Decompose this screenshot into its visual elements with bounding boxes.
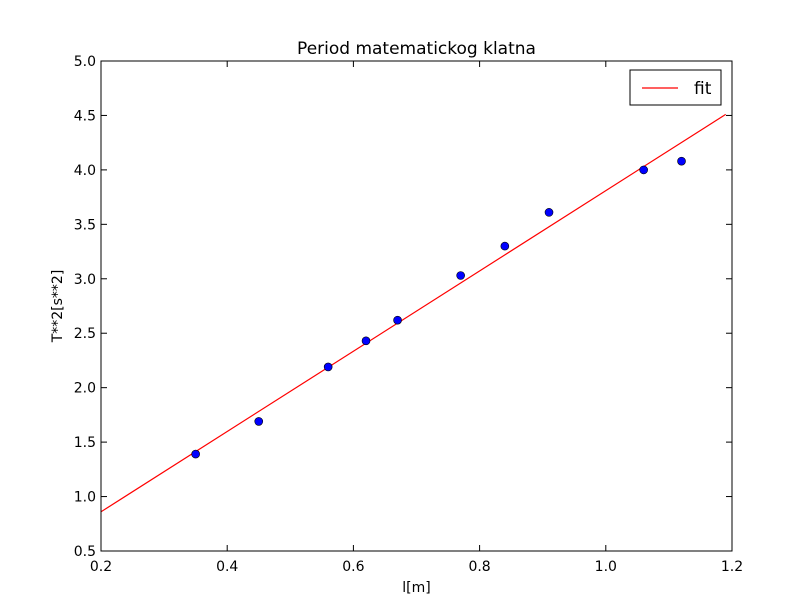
plot-frame xyxy=(100,60,733,552)
y-axis-title: T**2[s**2] xyxy=(50,270,66,344)
y-tick-label: 1.0 xyxy=(74,490,96,506)
y-tick-label: 2.0 xyxy=(74,381,96,397)
chart-title: Period matematickog klatna xyxy=(297,39,536,59)
y-tick-label: 3.5 xyxy=(74,217,96,233)
plot-area xyxy=(101,113,727,513)
data-point xyxy=(361,336,371,346)
fit-line xyxy=(101,113,727,513)
data-point xyxy=(323,362,333,372)
y-tick-label: 0.5 xyxy=(74,544,96,560)
x-tick-label: 0.6 xyxy=(342,559,364,575)
data-point xyxy=(191,449,200,459)
x-tick-label: 0.4 xyxy=(216,559,238,575)
x-tick-label: 0.2 xyxy=(90,559,112,575)
x-tick-label: 1.0 xyxy=(595,559,617,575)
legend-label-fit: fit xyxy=(694,79,712,99)
y-tick-label: 4.0 xyxy=(74,163,96,179)
x-axis-title: l[m] xyxy=(402,580,430,596)
legend: fit xyxy=(629,69,722,106)
x-tick-label: 1.2 xyxy=(721,559,743,575)
data-point xyxy=(393,315,402,325)
y-tick-label: 2.5 xyxy=(74,326,96,342)
x-tick-label: 0.8 xyxy=(468,559,490,575)
data-point xyxy=(500,241,510,251)
data-point xyxy=(639,165,648,175)
y-tick-label: 3.0 xyxy=(74,272,96,288)
data-point xyxy=(254,417,264,426)
data-point xyxy=(544,208,554,217)
y-tick-label: 5.0 xyxy=(74,54,96,70)
data-point xyxy=(677,156,686,166)
y-tick-label: 4.5 xyxy=(74,108,96,124)
ticks: 0.2 0.4 0.6 0.8 1.0 1.2 0.5 1.0 1.5 2.0 2.5 3.0 3.5 4… xyxy=(74,54,743,575)
y-tick-label: 1.5 xyxy=(74,435,96,451)
data-point xyxy=(456,271,465,280)
